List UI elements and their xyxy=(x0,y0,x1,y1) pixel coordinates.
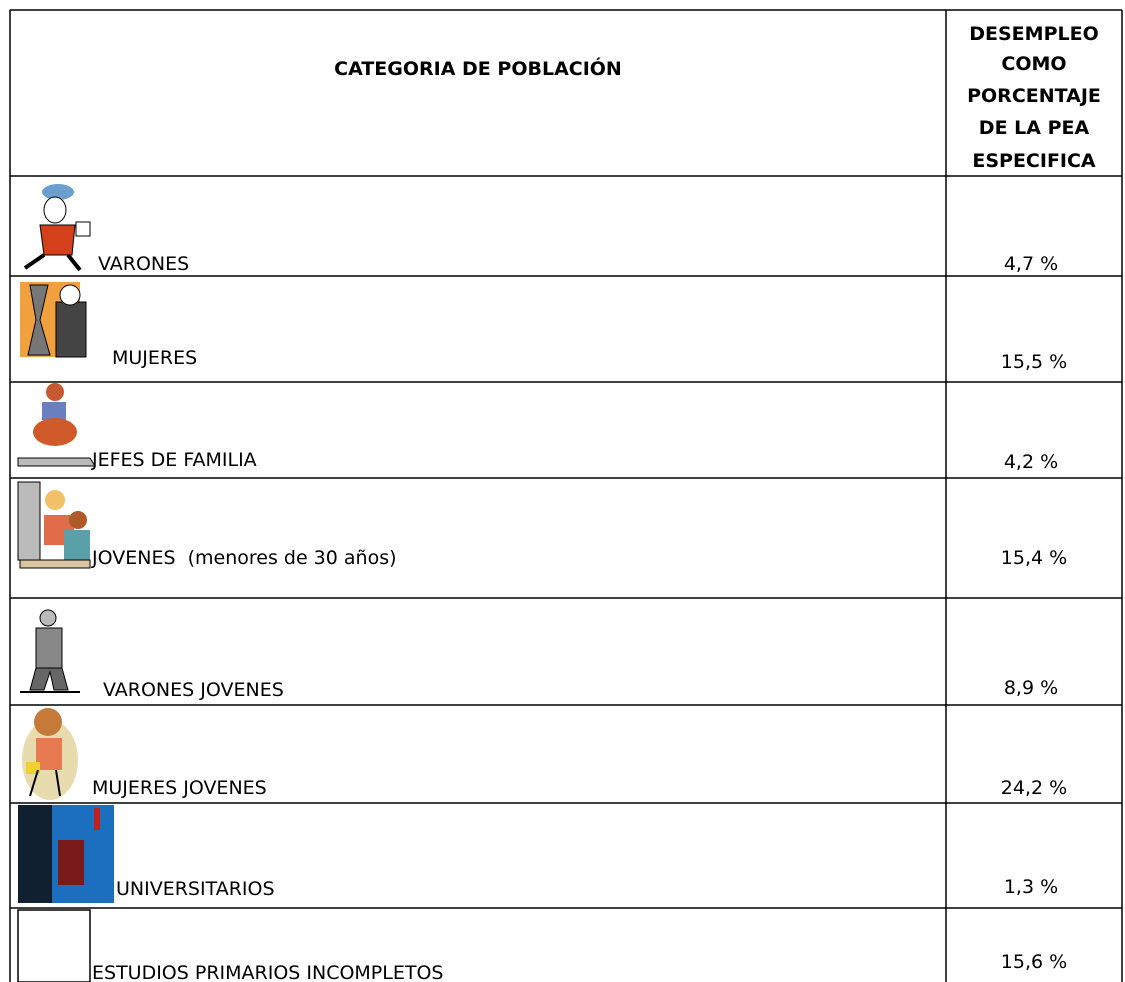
page: CATEGORIA DE POBLACIÓN DESEMPLEO COMO PO… xyxy=(0,0,1125,982)
header-line: PORCENTAJE xyxy=(967,85,1101,107)
row-label: VARONES JOVENES xyxy=(103,679,284,701)
row-label: ESTUDIOS PRIMARIOS INCOMPLETOS xyxy=(92,962,443,982)
icon-mujeres xyxy=(20,282,86,357)
header-line: COMO xyxy=(1001,53,1066,75)
icon-mujeres-jovenes xyxy=(22,708,78,800)
row-value: 15,5 % xyxy=(1001,351,1067,373)
row-label: MUJERES JOVENES xyxy=(92,777,267,799)
icon-universitarios xyxy=(18,805,114,903)
row-label: MUJERES xyxy=(112,347,197,369)
table: CATEGORIA DE POBLACIÓN DESEMPLEO COMO PO… xyxy=(0,0,1125,982)
row-value: 15,6 % xyxy=(1001,951,1067,973)
header-line: DESEMPLEO xyxy=(969,23,1098,45)
header-line: ESPECIFICA xyxy=(972,150,1096,172)
header-cell: CATEGORIA DE POBLACIÓN xyxy=(334,56,622,80)
row-value: 4,7 % xyxy=(1004,253,1058,275)
row-value: 4,2 % xyxy=(1004,451,1058,473)
icon-jefes xyxy=(18,383,95,466)
row-value: 1,3 % xyxy=(1004,876,1058,898)
row-label: UNIVERSITARIOS xyxy=(116,878,275,900)
row-label: JOVENES (menores de 30 años) xyxy=(91,547,397,569)
header-line: DE LA PEA xyxy=(979,117,1090,139)
row-label: VARONES xyxy=(98,253,189,275)
row-value: 8,9 % xyxy=(1004,677,1058,699)
icons xyxy=(18,184,114,982)
icon-jovenes xyxy=(18,482,90,568)
row-label: JEFES DE FAMILIA xyxy=(91,449,257,471)
icon-empty xyxy=(18,910,90,982)
table-borders xyxy=(10,10,1122,982)
icon-varones xyxy=(25,184,90,270)
row-value: 15,4 % xyxy=(1001,547,1067,569)
row-value: 24,2 % xyxy=(1001,777,1067,799)
icon-varones-jovenes xyxy=(20,610,80,692)
